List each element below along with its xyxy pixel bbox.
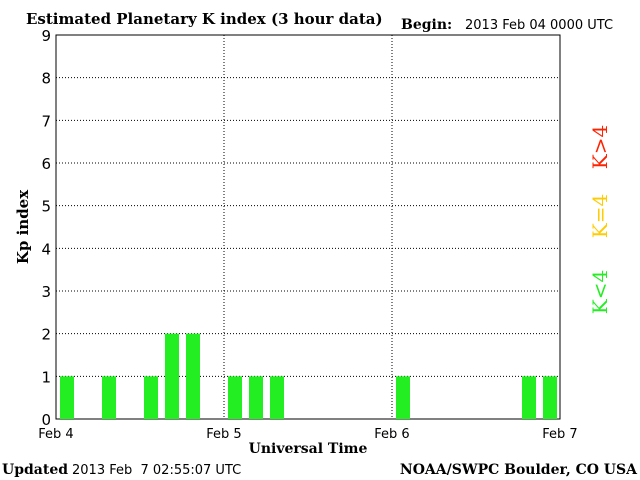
x-tick-label: Feb 5 [206, 427, 241, 442]
kp-bar [522, 376, 536, 419]
y-tick-label: 9 [41, 27, 51, 45]
y-axis-label: Kp index [14, 189, 32, 264]
x-tick-labels: Feb 4 Feb 5 Feb 6 Feb 7 [38, 427, 577, 442]
y-tick-label: 1 [41, 368, 51, 386]
x-tick-label: Feb 7 [542, 427, 577, 442]
kp-bar [165, 333, 179, 419]
begin-label: Begin: [401, 17, 452, 33]
source-credit: NOAA/SWPC Boulder, CO USA [400, 462, 638, 478]
legend-k-equal-4: K=4 [588, 194, 612, 238]
grid-lines [56, 35, 560, 419]
x-tick-label: Feb 6 [374, 427, 409, 442]
kp-bar [228, 376, 242, 419]
y-tick-label: 7 [41, 112, 51, 130]
kp-bar [186, 333, 200, 419]
y-tick-label: 4 [41, 240, 51, 258]
updated-label: Updated [2, 462, 68, 478]
updated-value: 2013 Feb 7 02:55:07 UTC [72, 463, 241, 478]
y-tick-label: 5 [41, 198, 51, 216]
kp-bar [102, 376, 116, 419]
y-tick-label: 6 [41, 155, 51, 173]
y-tick-label: 2 [41, 326, 51, 344]
kp-bar [270, 376, 284, 419]
y-tick-label: 3 [41, 283, 51, 301]
begin-value: 2013 Feb 04 0000 UTC [465, 18, 613, 33]
kp-bar [60, 376, 74, 419]
y-tick-labels: 0 1 2 3 4 5 6 7 8 9 [41, 27, 51, 429]
legend-k-greater-4: K>4 [588, 125, 612, 169]
chart-title: Estimated Planetary K index (3 hour data… [26, 10, 383, 28]
y-tick-label: 8 [41, 70, 51, 88]
kp-bar [543, 376, 557, 419]
kp-bar [249, 376, 263, 419]
kp-bar [144, 376, 158, 419]
x-tick-label: Feb 4 [38, 427, 73, 442]
legend-k-less-4: K<4 [588, 270, 612, 314]
x-axis-label: Universal Time [249, 441, 368, 457]
kp-bar [396, 376, 410, 419]
plot-area [55, 34, 561, 420]
bars-group [60, 333, 557, 419]
y-tick-label: 0 [41, 411, 51, 429]
